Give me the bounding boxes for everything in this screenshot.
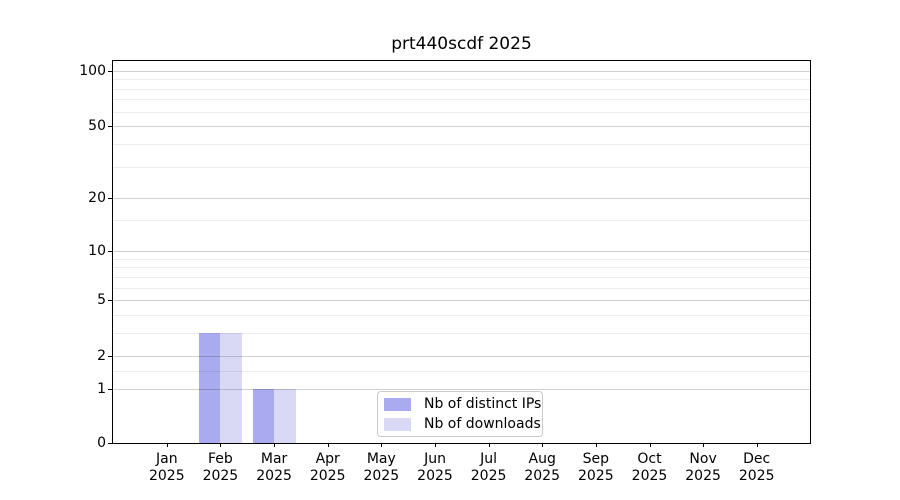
month-label: Sep <box>582 451 609 467</box>
legend-item-distinct-ips: Nb of distinct IPs <box>384 396 541 412</box>
legend-item-downloads: Nb of downloads <box>384 416 541 432</box>
x-tick-mark <box>542 443 544 447</box>
downloads-swatch-icon <box>384 417 411 431</box>
y-tick-mark <box>108 70 112 72</box>
year-label: 2025 <box>631 468 668 484</box>
x-tick-label-apr: Apr 2025 <box>301 451 355 485</box>
minor-gridline <box>113 371 810 372</box>
bar-mar-downloads <box>274 389 296 443</box>
year-label: 2025 <box>685 468 721 484</box>
legend: Nb of distinct IPs Nb of downloads <box>377 391 543 437</box>
x-tick-mark <box>435 443 436 447</box>
major-gridline <box>113 300 810 301</box>
y-tick-label: 2 <box>97 348 106 365</box>
minor-gridline <box>113 166 810 168</box>
year-label: 2025 <box>363 468 400 484</box>
plot-area <box>112 60 811 444</box>
y-tick-mark <box>108 250 112 252</box>
major-gridline <box>113 250 810 252</box>
chart-title: prt440scdf 2025 <box>391 34 532 54</box>
x-tick-mark <box>381 443 383 447</box>
y-tick-label: 20 <box>88 190 106 207</box>
minor-gridline <box>113 111 810 113</box>
x-tick-mark <box>595 443 597 447</box>
month-label: Jul <box>480 451 498 467</box>
minor-gridline <box>113 276 810 278</box>
minor-gridline <box>113 79 810 81</box>
month-label: May <box>366 451 396 467</box>
month-label: Jun <box>424 451 446 467</box>
x-tick-mark <box>649 443 651 447</box>
x-tick-label-feb: Feb 2025 <box>193 451 247 485</box>
major-gridline <box>113 126 810 128</box>
year-label: 2025 <box>148 468 185 484</box>
month-label: Feb <box>207 451 233 467</box>
y-tick-mark <box>108 443 112 444</box>
major-gridline <box>113 70 810 72</box>
y-tick-mark <box>108 126 112 128</box>
x-tick-label-sep: Sep 2025 <box>569 451 623 485</box>
x-tick-label-nov: Nov 2025 <box>676 451 730 485</box>
x-tick-label-jan: Jan 2025 <box>140 451 194 485</box>
legend-label: Nb of downloads <box>424 416 541 432</box>
minor-gridline <box>113 332 810 334</box>
bar-feb-distinct-ips <box>198 332 221 443</box>
x-tick-mark <box>166 443 168 447</box>
x-tick-mark <box>327 443 329 447</box>
x-tick-mark <box>703 443 705 447</box>
x-tick-label-may: May 2025 <box>354 451 408 485</box>
month-label: Oct <box>637 451 662 467</box>
year-label: 2025 <box>417 468 453 484</box>
minor-gridline <box>113 287 810 289</box>
y-tick-label: 50 <box>88 118 106 135</box>
minor-gridline <box>113 220 810 222</box>
legend-label: Nb of distinct IPs <box>424 396 542 412</box>
y-tick-label: 1 <box>97 381 106 398</box>
year-label: 2025 <box>309 468 346 484</box>
minor-gridline <box>113 314 810 316</box>
year-label: 2025 <box>738 468 775 484</box>
y-tick-mark <box>108 198 112 200</box>
bar-feb-downloads <box>220 332 242 443</box>
month-label: Apr <box>315 451 340 467</box>
bar-mar-distinct-ips <box>252 389 275 443</box>
y-tick-label: 5 <box>97 292 106 308</box>
x-tick-mark <box>274 443 276 447</box>
year-label: 2025 <box>524 468 560 484</box>
year-label: 2025 <box>577 468 614 484</box>
y-tick-mark <box>108 389 112 391</box>
month-label: Mar <box>260 451 288 467</box>
major-gridline <box>113 389 810 391</box>
minor-gridline <box>113 258 810 260</box>
y-tick-label: 10 <box>88 242 106 259</box>
x-tick-label-mar: Mar 2025 <box>247 451 301 485</box>
minor-gridline <box>113 144 810 145</box>
x-tick-mark <box>756 443 758 447</box>
minor-gridline <box>113 99 810 101</box>
x-tick-mark <box>488 443 490 447</box>
month-label: Nov <box>689 451 717 467</box>
year-label: 2025 <box>470 468 507 484</box>
y-tick-label: 100 <box>79 62 106 79</box>
month-label: Dec <box>743 451 771 467</box>
major-gridline <box>113 198 810 200</box>
x-tick-mark <box>220 443 222 447</box>
minor-gridline <box>113 267 810 269</box>
major-gridline <box>113 356 810 358</box>
y-tick-mark <box>108 300 112 301</box>
month-label: Jan <box>156 451 178 467</box>
x-tick-label-oct: Oct 2025 <box>623 451 677 485</box>
month-label: Aug <box>528 451 556 467</box>
year-label: 2025 <box>202 468 239 484</box>
x-tick-label-aug: Aug 2025 <box>515 451 569 485</box>
minor-gridline <box>113 88 810 90</box>
x-tick-label-jun: Jun 2025 <box>408 451 462 485</box>
x-tick-label-jul: Jul 2025 <box>462 451 516 485</box>
year-label: 2025 <box>256 468 292 484</box>
y-tick-mark <box>108 356 112 358</box>
distinct-ips-swatch-icon <box>384 397 411 411</box>
y-tick-label: 0 <box>97 435 106 451</box>
x-tick-label-dec: Dec 2025 <box>730 451 784 485</box>
